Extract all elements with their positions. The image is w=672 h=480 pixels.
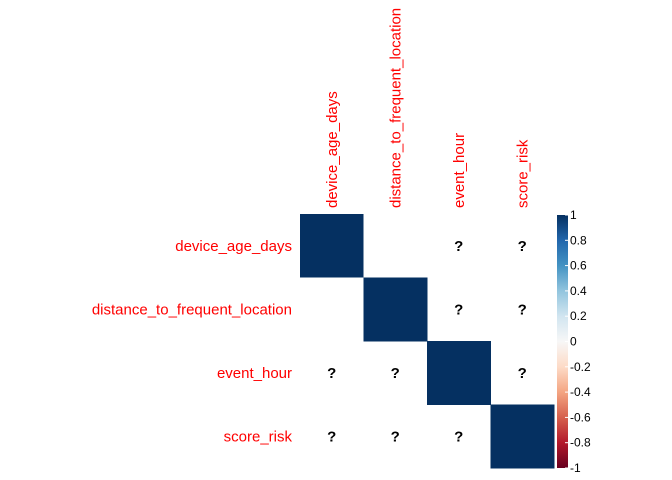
- colorbar-tick-label-8: -0.6: [570, 410, 591, 424]
- colorbar-tick-label-0: 1: [570, 208, 577, 222]
- row-label-device_age_days: device_age_days: [175, 238, 292, 255]
- column-label-score_risk: score_risk: [514, 139, 531, 208]
- row-label-score_risk: score_risk: [224, 428, 293, 445]
- cell-1-0: [300, 277, 364, 342]
- row-label-distance_to_frequent_location: distance_to_frequent_location: [92, 301, 292, 318]
- row-label-event_hour: event_hour: [217, 365, 292, 382]
- colorbar-tick-label-2: 0.6: [570, 259, 587, 273]
- colorbar-gradient: [557, 215, 568, 468]
- missing-mark-2-3: ?: [518, 365, 527, 382]
- missing-mark-0-3: ?: [518, 238, 527, 255]
- column-label-distance_to_frequent_location: distance_to_frequent_location: [387, 8, 404, 208]
- cell-0-0: [300, 214, 364, 278]
- colorbar-tick-label-4: 0.2: [570, 309, 587, 323]
- missing-mark-3-1: ?: [391, 428, 400, 445]
- row-labels: device_age_days distance_to_frequent_loca…: [92, 238, 293, 446]
- column-label-event_hour: event_hour: [451, 133, 468, 208]
- missing-mark-0-2: ?: [454, 238, 463, 255]
- cell-3-3: [490, 404, 555, 469]
- colorbar-tick-label-1: 0.8: [570, 233, 587, 247]
- column-labels: device_age_days distance_to_frequent_loca…: [324, 8, 532, 208]
- missing-mark-2-1: ?: [391, 365, 400, 382]
- colorbar-tick-label-7: -0.4: [570, 385, 591, 399]
- missing-mark-2-0: ?: [327, 365, 336, 382]
- missing-value-marks: ??????????: [327, 238, 527, 446]
- colorbar-tick-label-9: -0.8: [570, 436, 591, 450]
- missing-mark-3-2: ?: [454, 428, 463, 445]
- correlation-cells: [300, 214, 555, 469]
- colorbar-tick-label-3: 0.4: [570, 284, 587, 298]
- cell-2-2: [427, 341, 491, 405]
- cell-1-1: [363, 277, 428, 342]
- colorbar-legend: 1 0.8 0.6 0.4 0.2 0 -0.2 -0.4 -0.6 -0.8 -1: [557, 208, 591, 475]
- missing-mark-3-0: ?: [327, 428, 336, 445]
- colorbar-tick-label-10: -1: [570, 461, 581, 475]
- colorbar-ticks: 1 0.8 0.6 0.4 0.2 0 -0.2 -0.4 -0.6 -0.8 -1: [565, 208, 591, 475]
- colorbar-tick-label-6: -0.2: [570, 360, 591, 374]
- colorbar-tick-label-5: 0: [570, 335, 577, 349]
- missing-mark-1-3: ?: [518, 301, 527, 318]
- cell-0-1: [363, 214, 428, 278]
- missing-mark-1-2: ?: [454, 301, 463, 318]
- column-label-device_age_days: device_age_days: [324, 91, 341, 208]
